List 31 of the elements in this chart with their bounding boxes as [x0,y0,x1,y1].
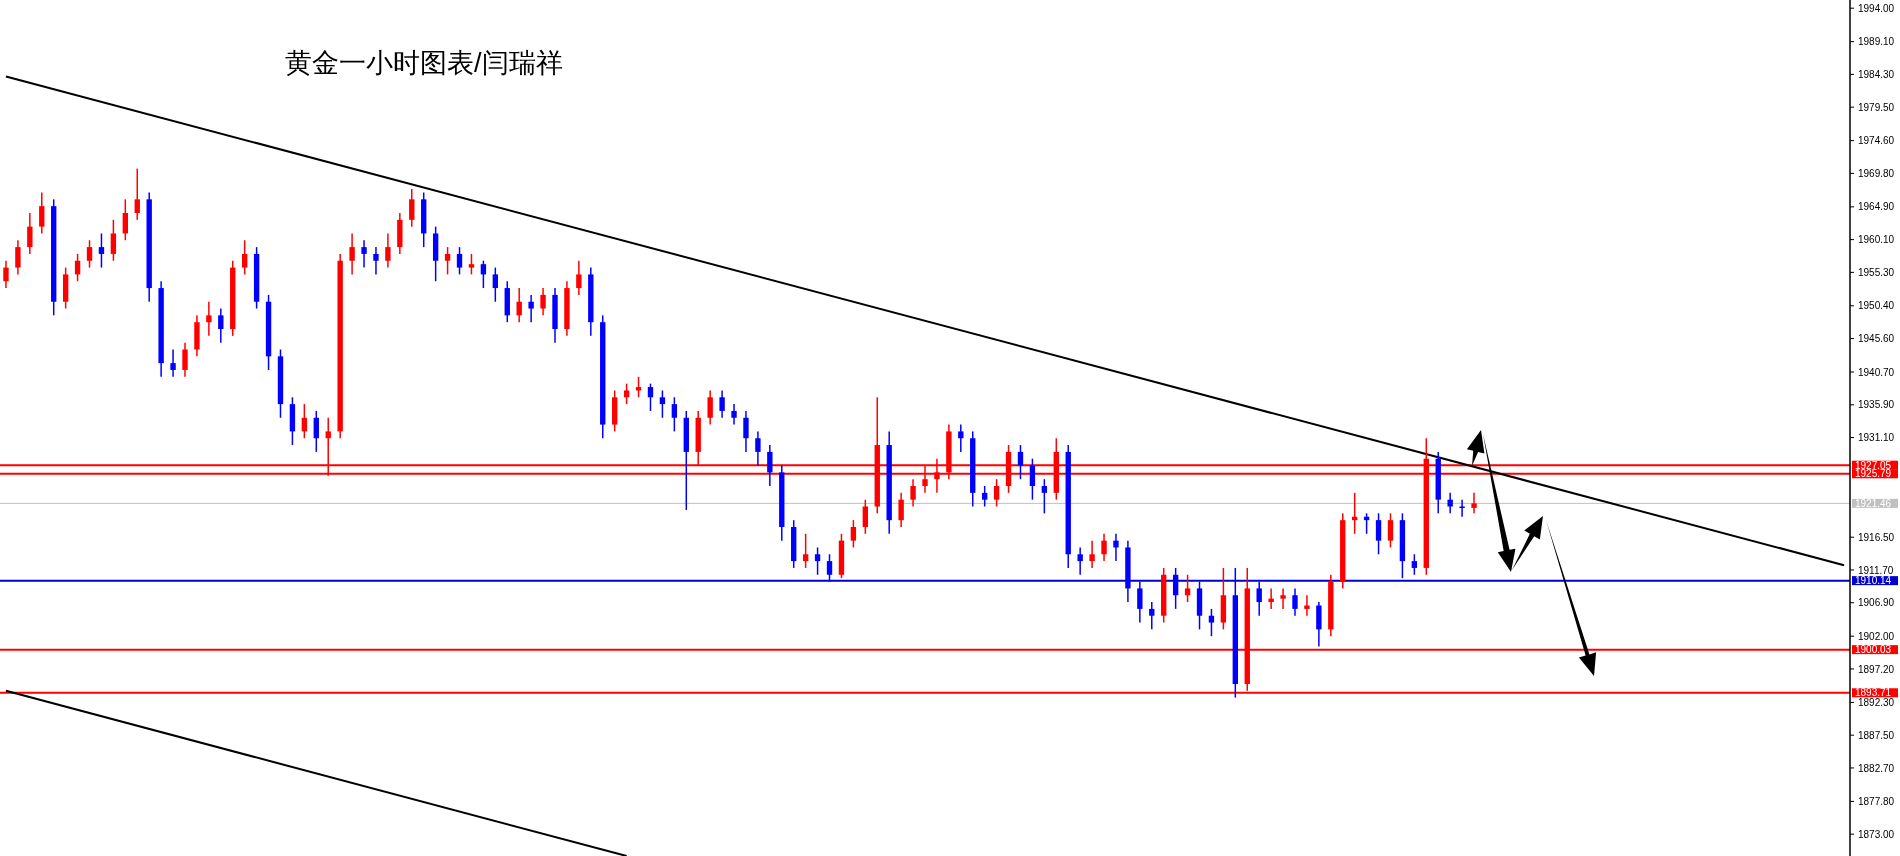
y-tick-label: 1877.80 [1858,795,1895,807]
ref-line-label: 1927.05 [1855,459,1892,471]
ref-line-label: 1921.46 [1855,497,1892,509]
y-tick-label: 1897.20 [1858,663,1895,675]
y-tick-label: 1916.50 [1858,531,1895,543]
text: 黄金一小时图表/闫瑞祥 [285,48,563,78]
y-tick-label: 1979.50 [1858,101,1895,113]
y-tick-label: 1911.70 [1858,564,1894,576]
ref-line-label: 1893.71 [1855,687,1892,699]
y-tick-label: 1950.40 [1858,300,1895,312]
y-tick-label: 1906.90 [1858,597,1895,609]
ref-line-label: 1900.03 [1855,644,1892,656]
y-tick-label: 1887.50 [1858,729,1895,741]
y-tick-label: 1984.30 [1858,69,1895,81]
y-tick-label: 1994.00 [1858,2,1895,14]
y-tick-label: 1931.10 [1858,432,1895,444]
y-tick-label: 1902.00 [1858,630,1895,642]
y-tick-label: 1969.80 [1858,167,1895,179]
y-tick-label: 1945.60 [1858,333,1895,345]
y-tick-label: 1974.60 [1858,135,1895,147]
y-tick-label: 1964.90 [1858,201,1895,213]
ref-line-label: 1910.14 [1855,575,1892,587]
y-tick-label: 1873.00 [1858,828,1895,840]
y-tick-label: 1960.10 [1858,234,1895,246]
y-tick-label: 1935.90 [1858,399,1895,411]
y-tick-label: 1989.10 [1858,36,1895,48]
y-tick-label: 1882.70 [1858,762,1895,774]
y-tick-label: 1892.30 [1858,697,1895,709]
y-tick-label: 1940.70 [1858,366,1895,378]
y-tick-label: 1955.30 [1858,266,1895,278]
ref-line-label: 1925.79 [1855,468,1892,480]
